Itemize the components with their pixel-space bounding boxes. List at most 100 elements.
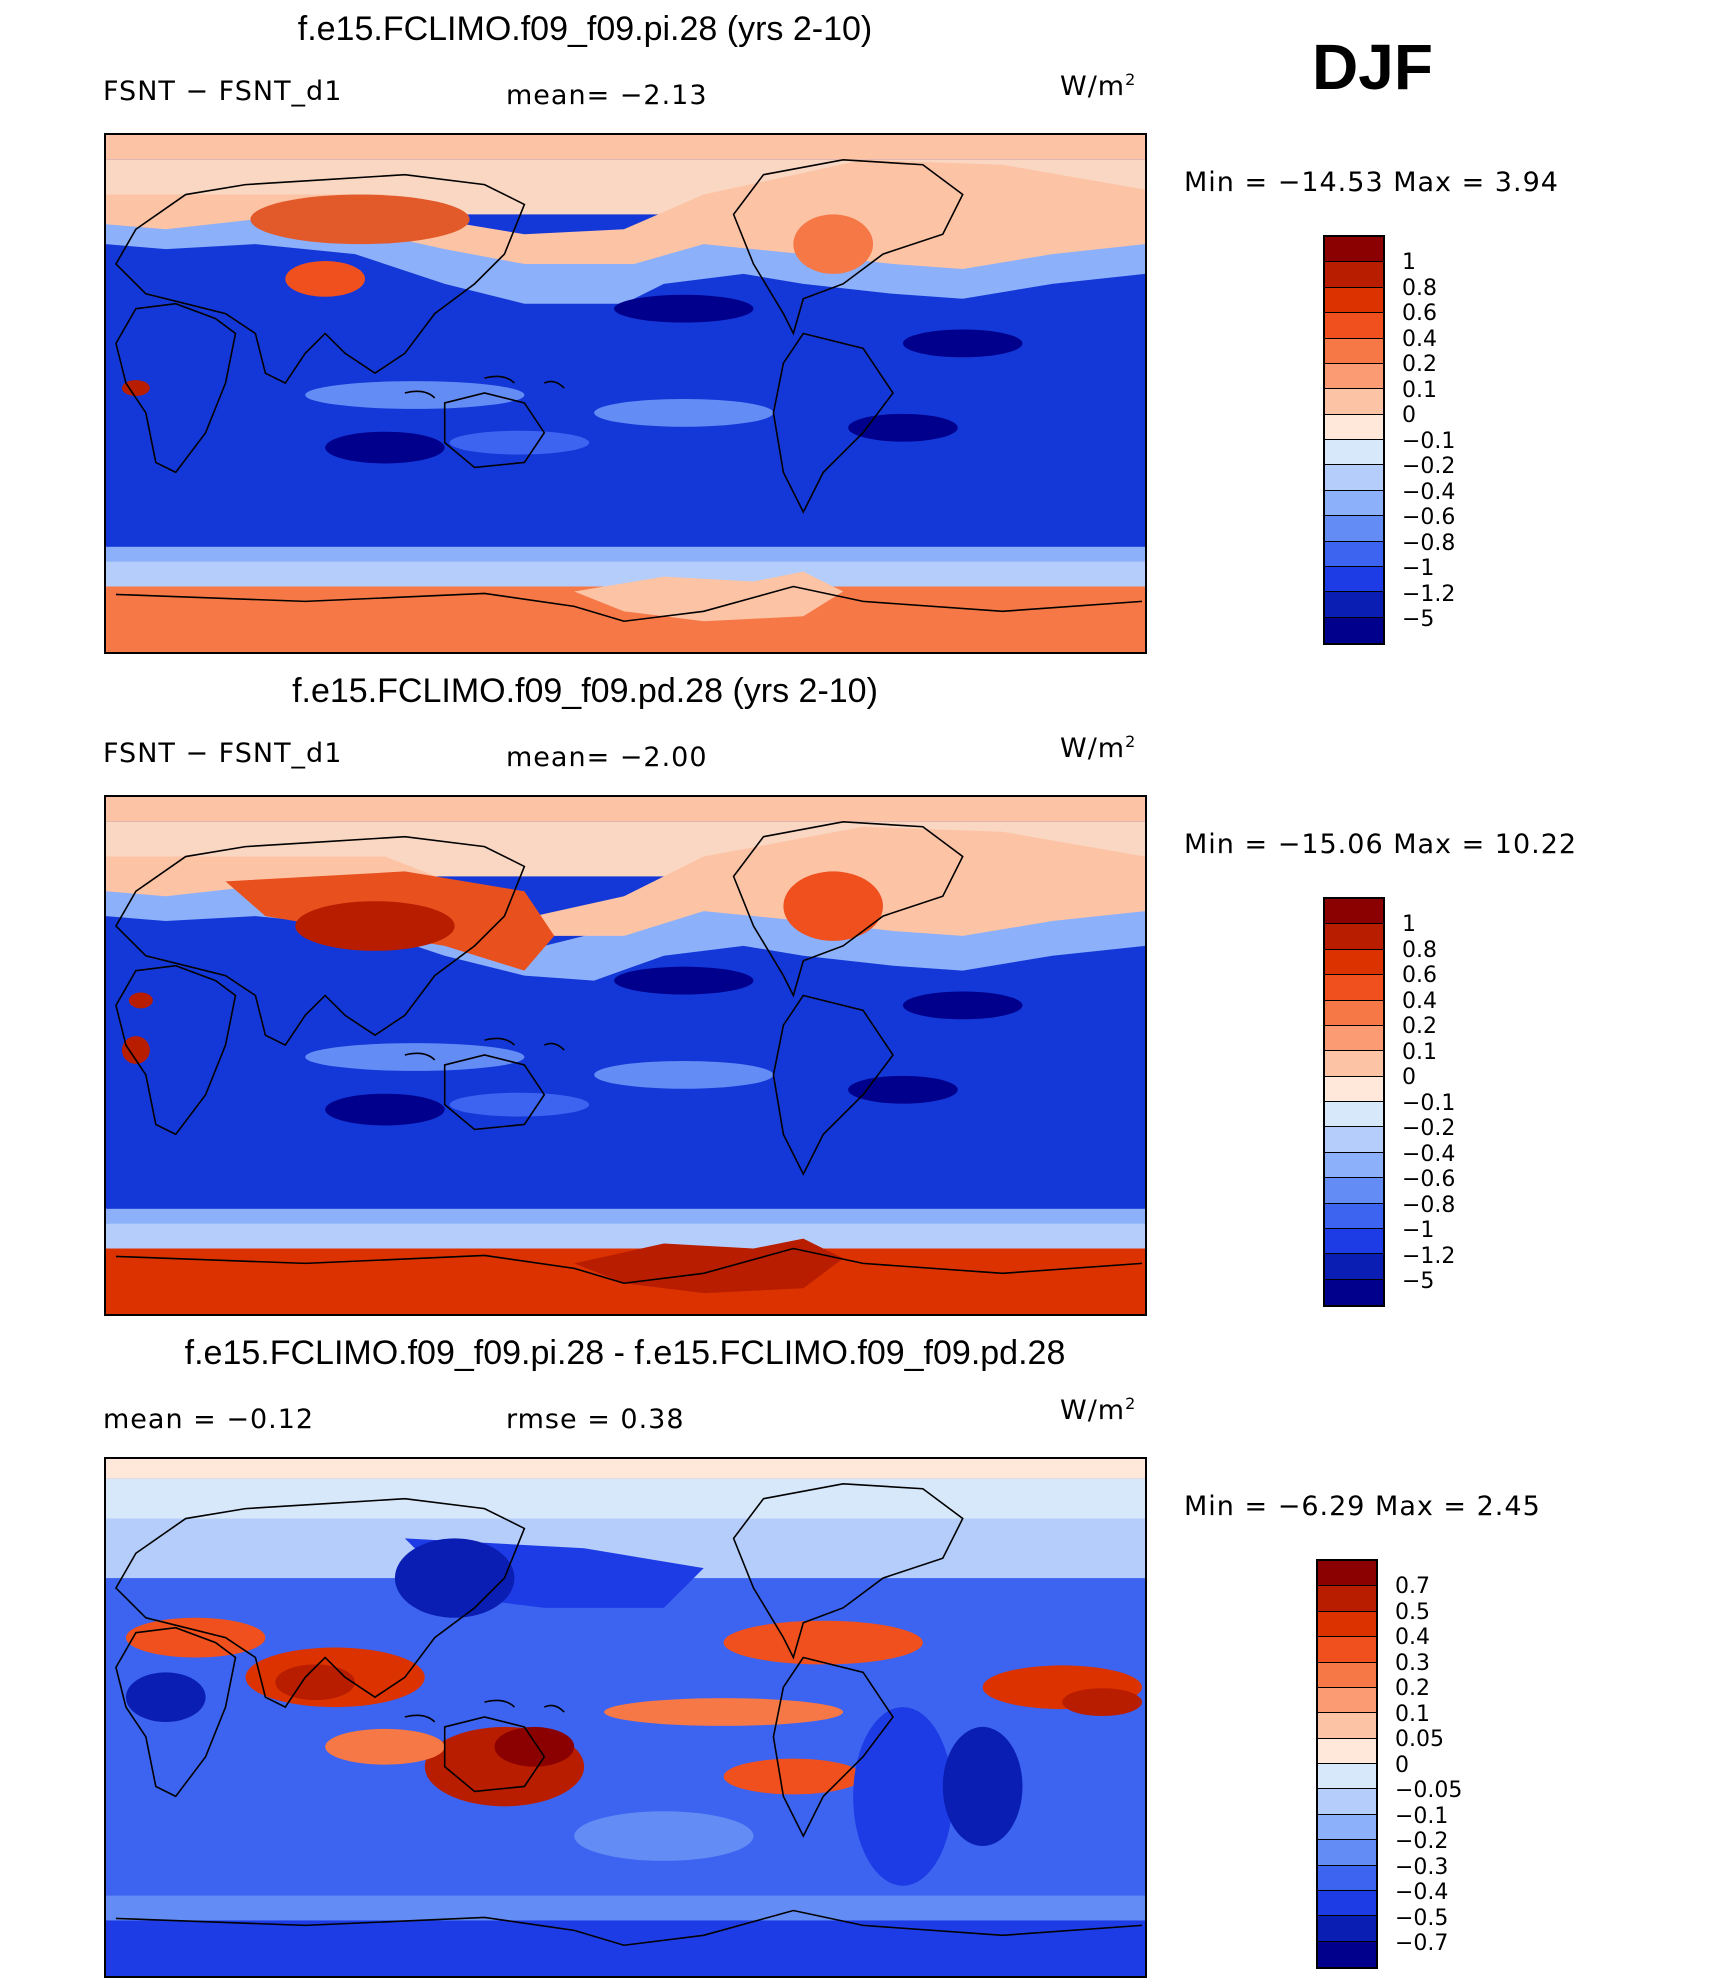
panel-1-colorbar-swatch [1325, 313, 1383, 339]
colorbar-tick: −0.4 [1395, 1880, 1449, 1905]
panel-1-colorbar-swatch [1325, 592, 1383, 618]
colorbar-tick: −0.2 [1402, 454, 1456, 479]
colorbar-tick: 0.1 [1395, 1702, 1430, 1727]
panel-3-colorbar-swatch [1318, 1561, 1376, 1587]
colorbar-tick: −0.8 [1402, 1193, 1456, 1218]
panel-1-colorbar-swatch [1325, 440, 1383, 466]
colorbar-tick: 0.05 [1395, 1727, 1444, 1752]
panel-2-colorbar-swatch [1325, 1000, 1383, 1026]
colorbar-tick: −0.2 [1402, 1116, 1456, 1141]
colorbar-tick: −0.1 [1402, 1091, 1456, 1116]
panel-3-colorbar-swatch [1318, 1865, 1376, 1891]
panel-2-map-field [106, 797, 1145, 1314]
panel-2-colorbar-swatch [1325, 899, 1383, 925]
colorbar-tick: 0.4 [1395, 1625, 1430, 1650]
panel-1-minmax: Min = −14.53 Max = 3.94 [1184, 167, 1559, 198]
colorbar-tick: −0.4 [1402, 1142, 1456, 1167]
colorbar-tick: 1 [1402, 250, 1416, 275]
panel-3-colorbar-swatch [1318, 1738, 1376, 1764]
panel-2-map [104, 795, 1147, 1316]
panel-1-colorbar-swatch [1325, 287, 1383, 314]
panel-2-colorbar [1323, 897, 1385, 1307]
colorbar-tick: −0.8 [1402, 531, 1456, 556]
panel-3-colorbar-swatch [1318, 1941, 1376, 1967]
colorbar-tick: −0.2 [1395, 1829, 1449, 1854]
panel-2-colorbar-swatch [1325, 1203, 1383, 1229]
panel-1-colorbar-swatch [1325, 338, 1383, 364]
panel-1-colorbar-swatch [1325, 617, 1383, 643]
colorbar-tick: 0.6 [1402, 963, 1437, 988]
colorbar-tick: −0.5 [1395, 1906, 1449, 1931]
panel-1-colorbar-swatch [1325, 363, 1383, 390]
panel-3-coastlines [114, 1483, 1143, 1947]
colorbar-tick: −5 [1402, 1269, 1435, 1294]
colorbar-tick: −0.1 [1395, 1804, 1449, 1829]
colorbar-tick: −0.1 [1402, 429, 1456, 454]
colorbar-tick: −0.7 [1395, 1931, 1449, 1956]
panel-2-colorbar-swatch [1325, 1127, 1383, 1153]
colorbar-tick: 0.4 [1402, 989, 1437, 1014]
panel-1-colorbar [1323, 235, 1385, 645]
panel-2-colorbar-swatch [1325, 1152, 1383, 1179]
panel-2-mean-label: mean= −2.00 [506, 742, 708, 773]
panel-3-colorbar-swatch [1318, 1586, 1376, 1612]
panel-1-coastlines [114, 159, 1143, 623]
panel-2-colorbar-swatch [1325, 1076, 1383, 1102]
panel-2-colorbar-swatch [1325, 1025, 1383, 1052]
colorbar-tick: 0 [1402, 1065, 1416, 1090]
panel-2-variable-label: FSNT − FSNT_d1 [103, 738, 343, 769]
colorbar-tick: −0.4 [1402, 480, 1456, 505]
colorbar-tick: −0.6 [1402, 505, 1456, 530]
panel-3-colorbar-swatch [1318, 1840, 1376, 1866]
panel-2-colorbar-swatch [1325, 1178, 1383, 1204]
panel-2-minmax: Min = −15.06 Max = 10.22 [1184, 829, 1578, 860]
panel-1-colorbar-swatch [1325, 541, 1383, 567]
colorbar-tick: 0.2 [1395, 1676, 1430, 1701]
panel-2-colorbar-swatch [1325, 1254, 1383, 1280]
panel-3-colorbar [1316, 1559, 1378, 1969]
colorbar-tick: 0.5 [1395, 1600, 1430, 1625]
colorbar-tick: 0.8 [1402, 938, 1437, 963]
colorbar-tick: −1 [1402, 1218, 1435, 1243]
panel-1-title: f.e15.FCLIMO.f09_f09.pi.28 (yrs 2-10) [297, 10, 873, 48]
panel-1-colorbar-swatch [1325, 262, 1383, 288]
panel-1-map-field [106, 135, 1145, 652]
panel-1-colorbar-swatch [1325, 389, 1383, 415]
panel-1-variable-label: FSNT − FSNT_d1 [103, 76, 343, 107]
colorbar-tick: −0.6 [1402, 1167, 1456, 1192]
panel-3-units: W/m2 [1060, 1394, 1137, 1426]
panel-3-map [104, 1457, 1147, 1978]
colorbar-tick: 0.6 [1402, 301, 1437, 326]
colorbar-tick: 0.1 [1402, 1040, 1437, 1065]
panel-3-rmse-label: rmse = 0.38 [506, 1404, 685, 1435]
panel-1-map [104, 133, 1147, 654]
panel-2-coastlines [114, 821, 1143, 1285]
colorbar-tick: 0.3 [1395, 1651, 1430, 1676]
colorbar-tick: 0.2 [1402, 352, 1437, 377]
panel-2-colorbar-swatch [1325, 1102, 1383, 1128]
panel-3-colorbar-swatch [1318, 1637, 1376, 1663]
panel-3-colorbar-swatch [1318, 1662, 1376, 1688]
colorbar-tick: 0.4 [1402, 327, 1437, 352]
panel-1-colorbar-swatch [1325, 566, 1383, 593]
panel-3-mean-label: mean = −0.12 [103, 1404, 315, 1435]
panel-1-units: W/m2 [1060, 70, 1137, 102]
panel-3-colorbar-swatch [1318, 1789, 1376, 1815]
panel-2-colorbar-swatch [1325, 1228, 1383, 1255]
colorbar-tick: 0 [1395, 1753, 1409, 1778]
colorbar-tick: 0 [1402, 403, 1416, 428]
panel-3-map-field [106, 1459, 1145, 1976]
panel-3-title: f.e15.FCLIMO.f09_f09.pi.28 - f.e15.FCLIM… [184, 1334, 1066, 1372]
panel-3-colorbar-swatch [1318, 1814, 1376, 1841]
colorbar-tick: −0.05 [1395, 1778, 1463, 1803]
panel-2-colorbar-swatch [1325, 924, 1383, 950]
panel-2-colorbar-swatch [1325, 975, 1383, 1001]
panel-3-colorbar-swatch [1318, 1611, 1376, 1638]
panel-1-colorbar-swatch [1325, 516, 1383, 542]
panel-3-colorbar-swatch [1318, 1764, 1376, 1790]
panel-3-colorbar-swatch [1318, 1916, 1376, 1942]
colorbar-tick: 0.1 [1402, 378, 1437, 403]
colorbar-tick: −0.3 [1395, 1855, 1449, 1880]
panel-2-title: f.e15.FCLIMO.f09_f09.pd.28 (yrs 2-10) [292, 672, 878, 710]
panel-2-colorbar-swatch [1325, 949, 1383, 976]
